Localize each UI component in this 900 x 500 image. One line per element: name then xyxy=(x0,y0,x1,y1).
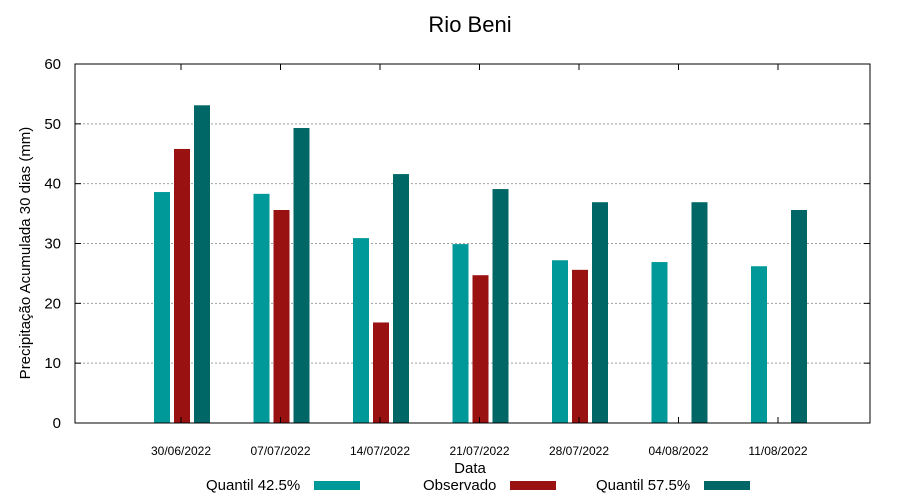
legend-item-quantil-57: Quantil 57.5% xyxy=(596,475,751,495)
bar xyxy=(791,209,807,423)
chart-title: Rio Beni xyxy=(428,12,511,37)
legend-label: Quantil 42.5% xyxy=(206,476,301,494)
x-tick-label: 28/07/2022 xyxy=(549,444,609,458)
y-tick-label: 40 xyxy=(44,176,61,193)
bar xyxy=(751,266,767,423)
bar xyxy=(253,193,270,423)
bar xyxy=(651,262,668,423)
legend-item-quantil-42: Quantil 42.5% xyxy=(206,475,361,495)
legend-swatch xyxy=(314,480,361,490)
bar xyxy=(154,192,170,423)
bar xyxy=(572,269,588,423)
bar xyxy=(373,322,389,423)
legend-swatch xyxy=(704,480,751,490)
y-tick-label: 0 xyxy=(53,415,61,432)
bar xyxy=(393,174,409,423)
legend-label: Quantil 57.5% xyxy=(596,476,691,494)
y-tick-label: 50 xyxy=(44,116,61,133)
bar xyxy=(452,244,469,423)
bar xyxy=(194,105,210,423)
bar xyxy=(353,238,369,423)
bar xyxy=(472,275,489,423)
x-tick-label: 07/07/2022 xyxy=(250,444,310,458)
y-tick-label: 20 xyxy=(44,295,61,312)
legend-swatch xyxy=(510,480,557,490)
x-tick-label: 21/07/2022 xyxy=(449,444,509,458)
legend-item-observado: Observado xyxy=(423,475,557,495)
bar xyxy=(592,202,608,423)
y-tick-label: 30 xyxy=(44,236,61,253)
legend-label: Observado xyxy=(423,476,497,494)
y-axis-label: Precipitação Acumulada 30 dias (mm) xyxy=(17,127,34,380)
x-tick-label: 30/06/2022 xyxy=(151,444,211,458)
y-tick-label: 60 xyxy=(44,56,61,73)
bar xyxy=(293,128,310,423)
x-axis-label: Data xyxy=(454,460,486,477)
bar xyxy=(492,189,509,423)
x-tick-label: 14/07/2022 xyxy=(350,444,410,458)
bar xyxy=(552,260,568,423)
bar xyxy=(691,202,708,423)
bars xyxy=(154,105,807,424)
y-axis-ticks: 0 10 20 30 40 50 60 xyxy=(44,56,870,432)
y-tick-label: 10 xyxy=(44,355,61,372)
legend: Quantil 42.5% Observado Quantil 57.5% xyxy=(0,475,900,495)
bar xyxy=(273,209,290,423)
bar xyxy=(174,148,190,424)
x-tick-label: 04/08/2022 xyxy=(648,444,708,458)
x-axis-ticks: 30/06/2022 07/07/2022 14/07/2022 21/07/2022… xyxy=(151,64,808,458)
x-tick-label: 11/08/2022 xyxy=(748,444,807,458)
